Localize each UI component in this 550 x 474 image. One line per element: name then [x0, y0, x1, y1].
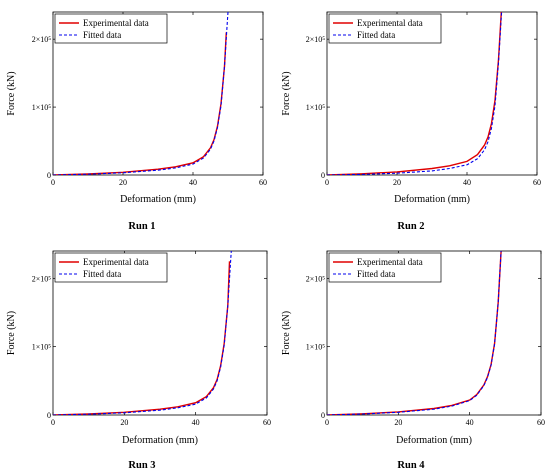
x-tick-label: 20 [119, 178, 127, 187]
x-tick-label: 20 [393, 178, 401, 187]
chart-panel-2: 0 20 40 60 0 1×10⁵ 2×10⁵ Deformation (mm) Force … [281, 11, 541, 232]
fitted-data-line [53, 12, 229, 175]
chart-panel-1: 0 20 40 60 0 1×10⁵ 2×10⁵ Deformation (mm) Force … [6, 11, 267, 232]
run-caption: Run 1 [128, 221, 155, 232]
y-tick-label: 1×10⁵ [32, 343, 52, 352]
y-tick-label: 0 [47, 411, 51, 420]
x-axis-label: Deformation (mm) [120, 194, 196, 205]
x-tick-label: 60 [533, 178, 541, 187]
x-tick-label: 60 [537, 418, 545, 427]
y-tick-label: 2×10⁵ [32, 274, 52, 283]
legend-label-experimental: Experimental data [83, 257, 149, 267]
legend-label-fitted: Fitted data [83, 30, 121, 40]
x-tick-label: 40 [189, 178, 197, 187]
fitted-data-line [327, 251, 502, 415]
y-tick-label: 1×10⁵ [306, 103, 326, 112]
fitted-data-line [327, 12, 503, 175]
run-caption: Run 4 [397, 460, 425, 471]
legend-label-fitted: Fitted data [357, 269, 395, 279]
y-tick-label: 2×10⁵ [306, 35, 326, 44]
y-tick-label: 2×10⁵ [306, 274, 326, 283]
y-axis-label: Force (kN) [6, 71, 17, 115]
legend-label-fitted: Fitted data [83, 269, 121, 279]
x-axis-label: Deformation (mm) [122, 435, 198, 446]
plot-frame [52, 11, 264, 176]
run-caption: Run 2 [397, 221, 424, 232]
legend-label-experimental: Experimental data [83, 18, 149, 28]
x-tick-label: 0 [325, 418, 329, 427]
plot-frame [52, 250, 268, 416]
y-tick-label: 1×10⁵ [32, 103, 52, 112]
legend-box [328, 252, 442, 283]
chart-panel-3: 0 20 40 60 0 1×10⁵ 2×10⁵ Deformation (mm) Force … [6, 250, 271, 471]
experimental-data-line [53, 32, 227, 175]
y-tick-label: 0 [47, 171, 51, 180]
y-tick-label: 0 [321, 411, 325, 420]
run-caption: Run 3 [128, 460, 155, 471]
legend-label-experimental: Experimental data [357, 18, 423, 28]
x-tick-label: 20 [120, 418, 128, 427]
legend-box [54, 252, 168, 283]
x-tick-label: 0 [51, 178, 55, 187]
x-axis-label: Deformation (mm) [394, 194, 470, 205]
x-tick-label: 40 [192, 418, 200, 427]
x-tick-label: 40 [466, 418, 474, 427]
legend-label-fitted: Fitted data [357, 30, 395, 40]
chart-panel-4: 0 20 40 60 0 1×10⁵ 2×10⁵ Deformation (mm) Force … [281, 250, 545, 471]
fitted-data-line [53, 251, 232, 415]
experimental-data-line [53, 261, 231, 415]
x-tick-label: 40 [463, 178, 471, 187]
plot-frame [326, 250, 542, 416]
legend-label-experimental: Experimental data [357, 257, 423, 267]
y-tick-label: 2×10⁵ [32, 35, 52, 44]
x-tick-label: 60 [263, 418, 271, 427]
legend-box [54, 13, 168, 44]
y-axis-label: Force (kN) [6, 311, 17, 355]
x-tick-label: 0 [51, 418, 55, 427]
y-axis-label: Force (kN) [281, 311, 292, 355]
x-tick-label: 60 [259, 178, 267, 187]
y-tick-label: 0 [321, 171, 325, 180]
x-axis-label: Deformation (mm) [396, 435, 472, 446]
x-tick-label: 0 [325, 178, 329, 187]
legend-box [328, 13, 442, 44]
y-axis-label: Force (kN) [281, 71, 292, 115]
x-tick-label: 20 [394, 418, 402, 427]
plot-frame [326, 11, 538, 176]
y-tick-label: 1×10⁵ [306, 343, 326, 352]
